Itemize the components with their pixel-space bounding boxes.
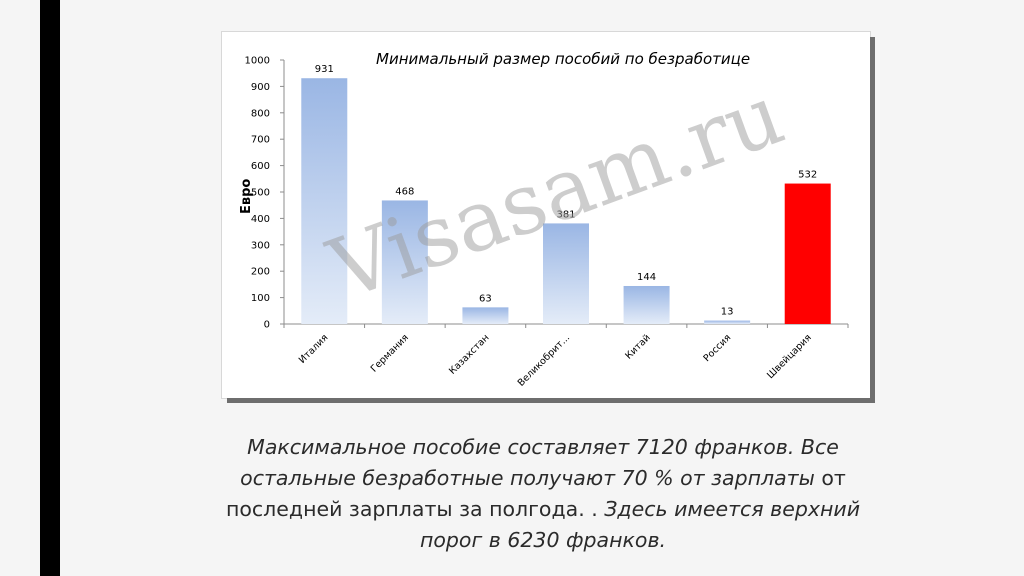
caption-line-2-italic: остальные безработные получают 70 % от з…	[240, 466, 815, 490]
x-category-label: Швейцария	[765, 332, 814, 381]
y-tick-label: 400	[251, 214, 270, 225]
y-tick-label: 800	[251, 108, 270, 119]
bar-chart: Минимальный размер пособий по безработиц…	[239, 50, 849, 389]
bar	[381, 200, 428, 324]
data-label: 13	[721, 307, 734, 318]
y-tick-label: 600	[251, 161, 270, 172]
bar	[704, 320, 751, 324]
caption: Максимальное пособие составляет 7120 фра…	[200, 432, 886, 556]
y-tick-label: 700	[251, 135, 270, 146]
x-category-label: Казахстан	[447, 332, 491, 376]
y-tick-label: 900	[251, 82, 270, 93]
data-label: 931	[315, 64, 334, 75]
caption-line-2-normal: от	[814, 466, 846, 490]
x-category-label: Германия	[369, 332, 411, 374]
chart-card: Минимальный размер пособий по безработиц…	[222, 32, 870, 398]
caption-line-4: порог в 6230 франков.	[419, 528, 667, 552]
x-category-label: Россия	[702, 332, 734, 364]
y-tick-label: 0	[264, 320, 270, 331]
chart-title: Минимальный размер пособий по безработиц…	[376, 50, 750, 68]
y-axis-label: Евро	[239, 179, 254, 214]
y-tick-label: 200	[251, 267, 270, 278]
caption-line-1: Максимальное пособие составляет 7120 фра…	[247, 435, 839, 459]
left-black-bar	[40, 0, 60, 576]
y-tick-label: 300	[251, 240, 270, 251]
x-category-label: Великобрит...	[516, 332, 572, 388]
data-label: 532	[798, 170, 817, 181]
bar	[301, 78, 348, 324]
y-tick-label: 100	[251, 293, 270, 304]
data-label: 63	[479, 293, 492, 304]
x-category-label: Китай	[623, 332, 652, 361]
y-tick-label: 1000	[245, 56, 270, 67]
caption-line-3-italic: Здесь имеется верхний	[604, 497, 861, 521]
bar	[543, 223, 589, 324]
data-label: 144	[637, 272, 656, 283]
y-tick-label: 500	[251, 188, 270, 199]
bar	[462, 307, 509, 324]
data-label: 381	[556, 209, 575, 220]
x-category-label: Италия	[297, 332, 331, 366]
bar	[784, 183, 831, 324]
caption-line-3-normal: последней зарплаты за полгода. .	[225, 497, 605, 521]
data-label: 468	[395, 186, 414, 197]
bar	[623, 285, 670, 324]
